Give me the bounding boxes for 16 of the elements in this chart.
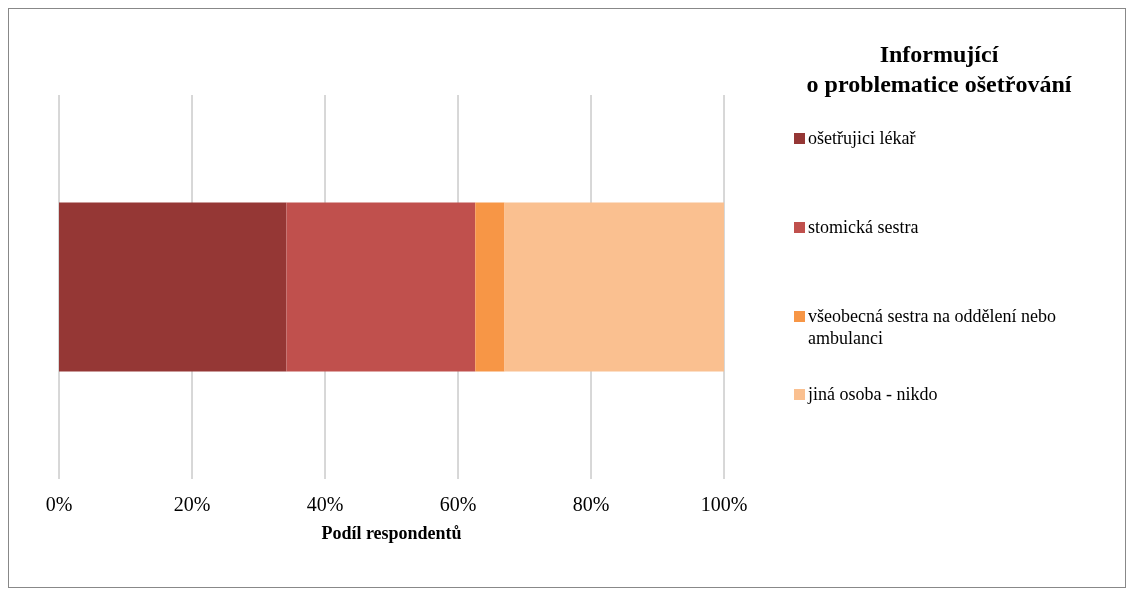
x-axis-title: Podíl respondentů [321, 523, 462, 543]
legend-title: Informující o problematice ošetřování [805, 40, 1073, 99]
bar [475, 202, 505, 372]
x-tick-label: 20% [173, 493, 211, 516]
legend-label: všeobecná sestra na oddělení nebo ambulanci [808, 305, 1057, 349]
bar [504, 202, 724, 372]
x-tick-label: 80% [572, 493, 610, 516]
bar [59, 202, 287, 372]
legend-label: stomická sestra [808, 216, 919, 238]
legend-label: ošetřujici lékař [808, 127, 916, 149]
x-tick-label: 60% [439, 493, 477, 516]
x-tick-label: 40% [306, 493, 344, 516]
bar [286, 202, 476, 372]
x-tick-label: 0% [45, 493, 73, 516]
x-tick-label: 100% [700, 493, 748, 516]
legend-label: jiná osoba - nikdo [808, 383, 938, 405]
